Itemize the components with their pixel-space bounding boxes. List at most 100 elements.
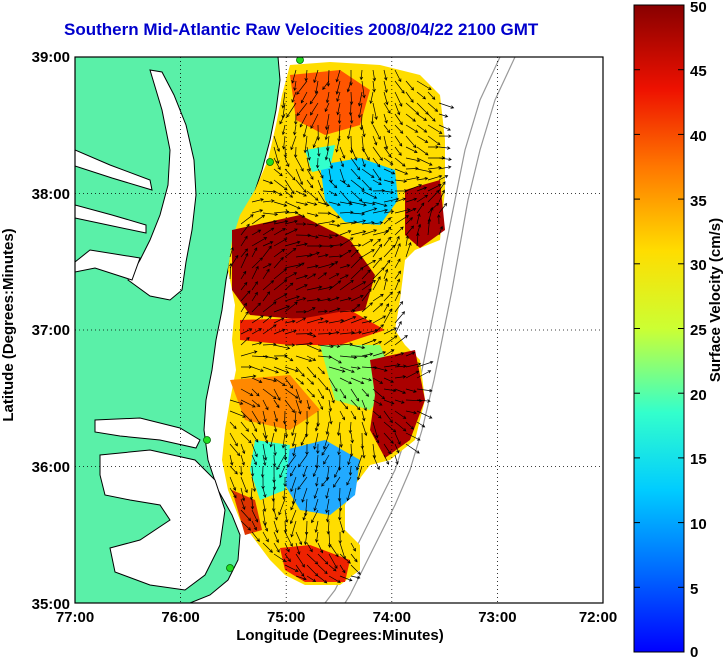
velocity-arrow: [284, 542, 290, 553]
y-tick-label: 35:00: [32, 596, 70, 613]
velocity-arrow: [383, 268, 389, 280]
velocity-arrow: [262, 315, 273, 324]
velocity-arrow: [372, 302, 384, 313]
velocity-arrow: [350, 157, 361, 171]
velocity-arrow: [339, 432, 343, 448]
velocity-arrow: [262, 399, 269, 411]
velocity-arrow: [438, 124, 451, 131]
velocity-arrow: [284, 210, 299, 215]
velocity-arrow: [284, 301, 298, 313]
x-tick-label: 75:00: [267, 609, 305, 626]
velocity-arrow: [251, 247, 258, 258]
velocity-arrow: [416, 146, 429, 156]
velocity-arrow: [394, 410, 407, 419]
velocity-arrow: [328, 318, 345, 324]
velocity-arrow: [361, 319, 373, 324]
velocity-arrow: [240, 509, 252, 522]
velocity-arrow: [251, 520, 257, 531]
velocity-arrow: [405, 124, 419, 133]
field-cyan-north: [320, 158, 398, 225]
velocity-arrow: [372, 168, 382, 182]
velocity-arrow: [405, 370, 420, 379]
colorbar-label: Surface Velocity (cm/s): [707, 218, 724, 382]
velocity-arrow: [295, 262, 305, 269]
velocity-arrow: [281, 124, 286, 136]
velocity-arrow: [350, 575, 361, 580]
velocity-arrow: [251, 421, 258, 433]
velocity-arrow: [290, 476, 297, 493]
velocity-arrow: [273, 520, 279, 534]
velocity-arrow: [284, 201, 301, 210]
velocity-arrow: [262, 324, 277, 335]
velocity-arrow: [306, 377, 315, 385]
velocity-arrow: [350, 146, 358, 161]
y-tick-label: 39:00: [32, 49, 70, 66]
velocity-arrow: [416, 410, 433, 419]
velocity-arrow: [328, 157, 333, 170]
velocity-arrow: [279, 113, 286, 125]
velocity-arrow: [273, 344, 291, 350]
velocity-arrow: [372, 432, 380, 444]
velocity-arrow: [339, 410, 346, 421]
velocity-arrow: [350, 542, 356, 552]
velocity-arrow: [262, 388, 277, 400]
velocity-arrow: [350, 281, 367, 291]
velocity-arrow: [394, 208, 411, 214]
velocity-arrow: [328, 307, 341, 313]
velocity-arrow: [306, 157, 312, 172]
velocity-arrow: [350, 388, 360, 402]
velocity-arrow: [349, 113, 354, 124]
colorbar-tick-label: 35: [690, 193, 707, 210]
velocity-arrow: [383, 113, 388, 124]
velocity-arrow: [338, 509, 342, 521]
velocity-arrow: [416, 80, 432, 90]
velocity-arrow: [281, 432, 286, 449]
field-green-north: [305, 145, 335, 172]
velocity-arrow: [310, 113, 319, 129]
velocity-arrow: [283, 476, 287, 487]
field-red-north: [290, 70, 370, 135]
velocity-arrow: [273, 179, 288, 191]
field-red-southwest: [232, 490, 262, 535]
velocity-arrow: [291, 421, 297, 437]
velocity-arrow: [339, 230, 352, 236]
velocity-arrow: [262, 454, 267, 466]
velocity-arrow: [276, 454, 286, 471]
velocity-arrow: [356, 465, 363, 481]
velocity-arrow: [383, 168, 396, 175]
velocity-arrow: [313, 69, 319, 84]
velocity-arrow: [372, 340, 383, 346]
velocity-arrow: [262, 432, 269, 444]
velocity-arrow: [361, 260, 377, 269]
velocity-arrow: [240, 337, 250, 346]
velocity-arrow: [394, 91, 403, 107]
velocity-arrow: [383, 421, 397, 433]
velocity-arrow: [315, 157, 320, 169]
velocity-arrow: [317, 285, 333, 291]
y-tick-label: 37:00: [32, 322, 70, 339]
velocity-arrow: [309, 91, 319, 105]
bay-inlet: [75, 249, 141, 281]
velocity-arrow: [251, 388, 260, 397]
velocity-arrow: [314, 421, 319, 432]
velocity-arrow: [438, 202, 448, 214]
velocity-arrow: [325, 465, 330, 481]
velocity-arrow: [394, 352, 405, 357]
velocity-arrow: [438, 157, 452, 161]
velocity-arrow: [328, 377, 338, 392]
velocity-arrow: [229, 487, 237, 499]
velocity-arrow: [295, 317, 307, 324]
velocity-arrow: [284, 219, 298, 225]
velocity-arrow: [339, 297, 352, 302]
velocity-arrow: [322, 80, 330, 91]
velocity-arrow: [273, 135, 281, 153]
velocity-arrow: [350, 410, 357, 420]
velocity-arrow: [427, 206, 434, 225]
velocity-arrow: [383, 210, 395, 214]
velocity-arrow: [339, 179, 351, 188]
velocity-arrow: [323, 454, 330, 465]
velocity-arrow: [306, 317, 324, 324]
velocity-arrow: [383, 102, 391, 114]
velocity-arrow: [339, 520, 345, 534]
velocity-arrow: [229, 410, 247, 418]
